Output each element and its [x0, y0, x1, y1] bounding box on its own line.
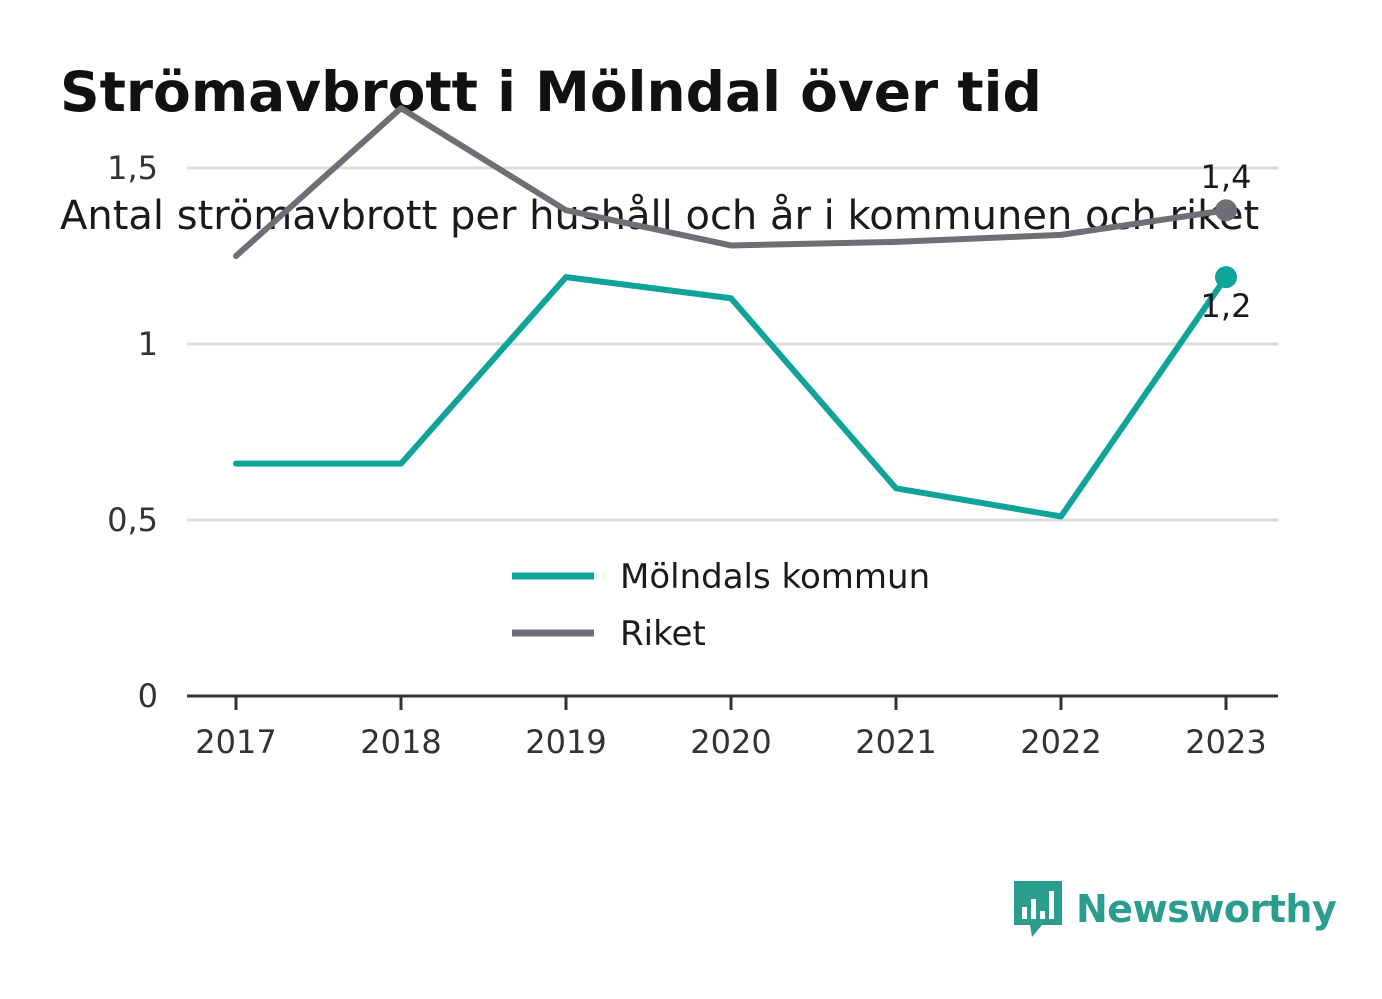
chart-title: Strömavbrott i Mölndal över tid: [60, 60, 1042, 124]
y-tick-label: 1: [138, 325, 158, 363]
newsworthy-logo: Newsworthy: [1012, 878, 1337, 940]
y-tick-label: 1,5: [107, 149, 158, 187]
end-point: [1215, 266, 1237, 289]
x-tick-label: 2021: [855, 723, 936, 761]
x-tick-label: 2019: [525, 723, 606, 761]
series-line: [233, 105, 1229, 259]
gridlines: [187, 166, 1278, 522]
end-value-label: 1,4: [1201, 158, 1252, 196]
x-tick-label: 2022: [1020, 723, 1101, 761]
brand-name: Newsworthy: [1076, 887, 1337, 931]
x-tick-label: 2017: [195, 723, 276, 761]
x-tick-label: 2023: [1185, 723, 1266, 761]
x-tick-label: 2020: [690, 723, 771, 761]
end-value-label: 1,2: [1201, 287, 1252, 325]
y-axis: 0 0,5 1 1,5: [107, 149, 158, 715]
legend-background: [498, 548, 968, 668]
y-tick-label: 0: [138, 677, 158, 715]
legend: Mölndals kommun Riket: [498, 548, 968, 668]
bar-chart-speech-bubble-icon: [1014, 881, 1062, 937]
legend-label: Mölndals kommun: [620, 557, 930, 597]
end-points: 1,4 1,2: [1201, 158, 1252, 325]
legend-label: Riket: [620, 614, 706, 654]
x-axis: 2017 2018 2019 2020 2021 2022 2023: [187, 694, 1278, 761]
series-line: [233, 274, 1229, 520]
series-lines: [233, 105, 1229, 520]
x-tick-label: 2018: [360, 723, 441, 761]
end-point: [1215, 199, 1237, 222]
y-tick-label: 0,5: [107, 501, 158, 539]
